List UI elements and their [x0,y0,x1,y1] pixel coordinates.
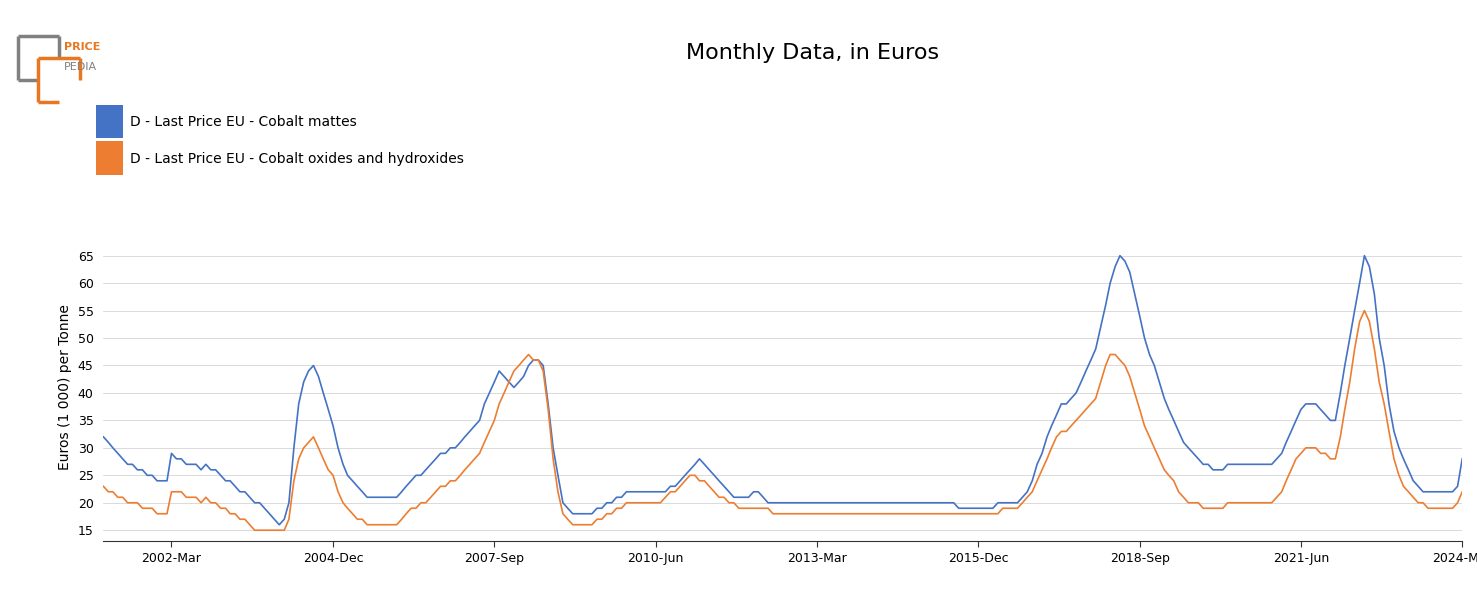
Text: D - Last Price EU - Cobalt oxides and hydroxides: D - Last Price EU - Cobalt oxides and hy… [130,152,464,165]
Text: PEDIA: PEDIA [65,62,97,72]
Text: D - Last Price EU - Cobalt mattes: D - Last Price EU - Cobalt mattes [130,115,357,129]
Y-axis label: Euros (1 000) per Tonne: Euros (1 000) per Tonne [58,304,72,470]
Text: PRICE: PRICE [65,42,100,52]
Text: Monthly Data, in Euros: Monthly Data, in Euros [685,43,939,63]
